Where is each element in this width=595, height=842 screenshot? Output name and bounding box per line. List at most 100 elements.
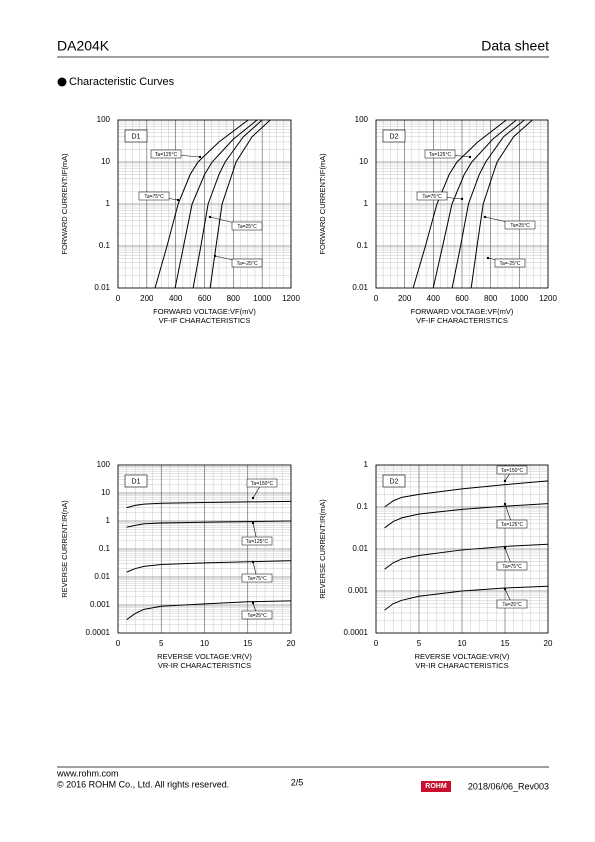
y-tick-label: 0.1: [357, 502, 369, 511]
x-tick-label: 400: [169, 294, 183, 303]
series-line: [126, 520, 292, 528]
y-tick-label: 0.1: [99, 544, 111, 553]
y-tick-label: 1: [364, 199, 369, 208]
y-tick-label: 100: [97, 460, 111, 469]
series-line: [384, 503, 549, 529]
legend-box: [138, 191, 170, 201]
plot-frame: [375, 464, 549, 634]
legend-label: Ta=125°C: [155, 152, 178, 158]
y-tick-label: 0.0001: [86, 628, 111, 637]
annotation-arrowhead: [176, 198, 180, 202]
y-tick-label: 0.001: [90, 600, 111, 609]
y-axis-label: REVERSE CURRENT:IR(mA): [318, 499, 327, 599]
x-tick-label: 20: [287, 639, 296, 648]
x-tick-label: 1000: [253, 294, 271, 303]
legend-label: Ta=125°C: [429, 152, 452, 158]
y-tick-label: 0.1: [99, 241, 111, 250]
y-tick-label: 1: [106, 516, 111, 525]
y-tick-label: 10: [101, 157, 110, 166]
annotation-arrowhead: [503, 587, 507, 591]
legend-box: [496, 465, 528, 475]
panel-label-box: [124, 129, 148, 143]
annotation-arrowhead: [213, 254, 217, 258]
legend-box: [150, 149, 182, 159]
annotation-arrowhead: [251, 496, 255, 500]
series-line: [209, 119, 271, 289]
legend-box: [246, 478, 278, 488]
x-axis-label: REVERSE VOLTAGE:VR(V): [157, 652, 252, 661]
annotation-arrowhead: [503, 479, 507, 483]
y-tick-label: 0.0001: [344, 628, 369, 637]
x-tick-label: 5: [417, 639, 422, 648]
x-axis-label: REVERSE VOLTAGE:VR(V): [415, 652, 510, 661]
legend-box: [504, 220, 536, 230]
annotation-arrowhead: [251, 521, 255, 525]
annotation-arrowhead: [460, 197, 464, 201]
logo-box: [421, 781, 451, 792]
legend-label: Ta=150°C: [251, 481, 274, 487]
panel-label-box: [124, 474, 148, 488]
x-tick-label: 600: [198, 294, 212, 303]
x-tick-label: 1000: [510, 294, 528, 303]
panel-label: D2: [390, 478, 399, 485]
series-line: [126, 500, 292, 509]
legend-box: [494, 258, 526, 268]
legend-box: [424, 149, 456, 159]
series-line: [384, 543, 549, 570]
x-tick-label: 0: [116, 639, 121, 648]
legend-box: [416, 191, 448, 201]
series-line: [154, 119, 249, 289]
legend-label: Ta=25°C: [510, 223, 530, 229]
footer-url: www.rohm.com: [56, 768, 119, 778]
annotation-arrowhead: [486, 256, 490, 260]
panel-label-box: [382, 129, 406, 143]
x-axis-label: FORWARD VOLTAGE:VF(mV): [411, 307, 514, 316]
y-tick-label: 0.001: [348, 586, 369, 595]
legend-label: Ta=150°C: [501, 468, 524, 474]
chart-subtitle: VR-IR CHARACTERISTICS: [158, 661, 251, 670]
x-tick-label: 800: [227, 294, 241, 303]
chart-subtitle: VF-IF CHARACTERISTICS: [159, 316, 251, 325]
legend-box: [496, 561, 528, 571]
legend-box: [241, 573, 273, 583]
x-tick-label: 0: [374, 294, 379, 303]
x-tick-label: 5: [159, 639, 164, 648]
legend-box: [241, 536, 273, 546]
doc-title: DA204K: [57, 38, 110, 54]
x-axis-label: FORWARD VOLTAGE:VF(mV): [153, 307, 256, 316]
y-tick-label: 100: [355, 115, 369, 124]
legend-label: Ta=25°C: [247, 613, 267, 619]
y-axis-label: FORWARD CURRENT:IF(mA): [60, 153, 69, 255]
annotation-arrowhead: [503, 546, 507, 550]
chart-subtitle: VR-IR CHARACTERISTICS: [415, 661, 508, 670]
x-tick-label: 800: [484, 294, 498, 303]
y-axis-label: REVERSE CURRENT:IR(nA): [60, 500, 69, 598]
x-tick-label: 0: [116, 294, 121, 303]
series-line: [126, 560, 292, 573]
series-line: [126, 600, 292, 621]
y-tick-label: 1: [364, 460, 369, 469]
page-number: 2/5: [291, 777, 304, 787]
annotation-arrowhead: [468, 155, 472, 159]
legend-label: Ta=75°C: [502, 564, 522, 570]
panel-label-box: [382, 474, 406, 488]
panel-label: D2: [390, 133, 399, 140]
plot-frame: [117, 119, 292, 289]
legend-label: Ta=25°C: [502, 602, 522, 608]
legend-label: Ta=125°C: [501, 522, 524, 528]
annotation-arrowhead: [198, 155, 202, 159]
series-line: [432, 119, 517, 289]
y-tick-label: 0.1: [357, 241, 369, 250]
y-tick-label: 100: [97, 115, 111, 124]
annotation-arrowhead: [251, 560, 255, 564]
x-tick-label: 10: [458, 639, 467, 648]
x-tick-label: 20: [544, 639, 553, 648]
legend-label: Ta=75°C: [247, 576, 267, 582]
legend-label: Ta=75°C: [422, 194, 442, 200]
legend-box: [231, 221, 263, 231]
legend-label: Ta=125°C: [246, 539, 269, 545]
series-line: [451, 119, 525, 289]
legend-label: Ta=-25°C: [499, 261, 520, 267]
annotation-arrowhead: [251, 601, 255, 605]
